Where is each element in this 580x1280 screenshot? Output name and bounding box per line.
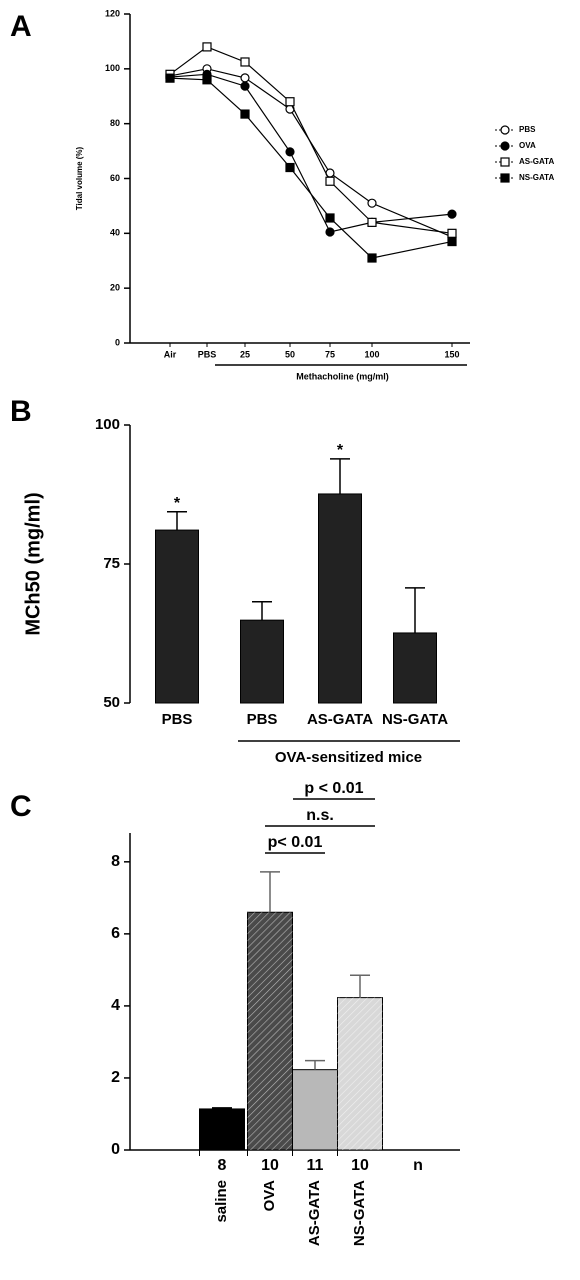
n-label: 11 bbox=[307, 1157, 324, 1174]
marker bbox=[240, 81, 250, 91]
y-tick-label: 80 bbox=[110, 118, 120, 128]
x-tick-label: 50 bbox=[285, 349, 295, 359]
x-tick-label: 100 bbox=[364, 349, 379, 359]
bar bbox=[199, 1108, 245, 1151]
bar bbox=[393, 632, 437, 704]
y-tick-label: 100 bbox=[105, 63, 120, 73]
marker bbox=[500, 157, 510, 167]
n-label: 10 bbox=[351, 1157, 369, 1174]
n-label: 8 bbox=[218, 1157, 227, 1174]
marker bbox=[240, 57, 250, 67]
x-axis-label: Methacholine (mg/ml) bbox=[296, 371, 389, 381]
x-tick-label: Air bbox=[164, 349, 177, 359]
bar bbox=[292, 1069, 338, 1151]
legend-label: PBS bbox=[519, 125, 536, 134]
y-tick-label: 20 bbox=[110, 283, 120, 293]
line bbox=[169, 73, 453, 233]
marker bbox=[285, 97, 295, 107]
x-tick-label: NS-GATA bbox=[382, 711, 448, 728]
comparison-label: p< 0.01 bbox=[268, 834, 323, 851]
panel-letter: B bbox=[10, 395, 32, 428]
marker bbox=[240, 73, 250, 83]
n-title: n bbox=[413, 1157, 423, 1174]
x-tick-label: 75 bbox=[325, 349, 335, 359]
marker bbox=[325, 213, 335, 223]
y-tick-label: 100 bbox=[95, 416, 120, 433]
y-tick-label: 50 bbox=[103, 694, 120, 711]
x-tick-label: saline bbox=[213, 1180, 230, 1223]
marker bbox=[447, 209, 457, 219]
legend-label: OVA bbox=[519, 141, 536, 150]
marker bbox=[500, 173, 510, 183]
y-tick-label: 8 bbox=[111, 853, 120, 870]
y-tick-label: 6 bbox=[111, 925, 120, 942]
marker bbox=[325, 176, 335, 186]
x-tick-label: PBS bbox=[247, 711, 278, 728]
y-tick-label: 60 bbox=[110, 173, 120, 183]
marker bbox=[285, 162, 295, 173]
panel-letter: C bbox=[10, 790, 32, 823]
x-tick-label: NS-GATA bbox=[351, 1180, 368, 1246]
marker bbox=[202, 75, 212, 85]
y-tick-label: 75 bbox=[103, 555, 120, 572]
bar-hatch bbox=[247, 912, 293, 1150]
significance-mark: * bbox=[174, 495, 181, 512]
y-tick-label: 0 bbox=[111, 1141, 120, 1158]
comparison-label: n.s. bbox=[306, 807, 334, 824]
y-axis-label: Tidal volume (%) bbox=[75, 146, 84, 210]
marker bbox=[447, 236, 457, 247]
x-tick-label: 150 bbox=[444, 349, 459, 359]
bar bbox=[155, 529, 199, 704]
significance-mark: * bbox=[337, 442, 344, 459]
y-axis-label: MCh50 (mg/ml) bbox=[22, 492, 44, 635]
panel-letter: A bbox=[10, 10, 32, 43]
n-label: 10 bbox=[261, 1157, 279, 1174]
marker bbox=[165, 73, 175, 83]
x-tick-label: AS-GATA bbox=[306, 1180, 323, 1246]
y-tick-label: 40 bbox=[110, 228, 120, 238]
marker bbox=[447, 228, 457, 238]
marker bbox=[202, 42, 212, 52]
bar bbox=[318, 493, 362, 704]
comparison-label: p < 0.01 bbox=[304, 780, 363, 797]
y-tick-label: 0 bbox=[115, 337, 120, 347]
line bbox=[169, 77, 453, 259]
line bbox=[169, 46, 453, 234]
marker bbox=[285, 147, 295, 157]
marker bbox=[240, 109, 250, 119]
y-tick-label: 120 bbox=[105, 8, 120, 18]
x-tick-label: 25 bbox=[240, 349, 250, 359]
marker bbox=[367, 198, 377, 208]
legend-label: NS-GATA bbox=[519, 173, 554, 182]
marker bbox=[500, 141, 510, 151]
x-tick-label: PBS bbox=[198, 349, 217, 359]
marker bbox=[325, 227, 335, 237]
line bbox=[169, 68, 453, 238]
marker bbox=[367, 217, 377, 227]
x-tick-label: OVA bbox=[261, 1180, 278, 1212]
y-tick-label: 4 bbox=[111, 997, 120, 1014]
marker bbox=[367, 253, 377, 263]
bar bbox=[240, 619, 284, 704]
marker bbox=[500, 125, 510, 135]
legend-label: AS-GATA bbox=[519, 157, 554, 166]
x-tick-label: AS-GATA bbox=[307, 711, 373, 728]
x-tick-label: PBS bbox=[162, 711, 193, 728]
group-label: OVA-sensitized mice bbox=[275, 749, 422, 766]
bar-hatch bbox=[337, 997, 383, 1150]
y-tick-label: 2 bbox=[111, 1069, 120, 1086]
